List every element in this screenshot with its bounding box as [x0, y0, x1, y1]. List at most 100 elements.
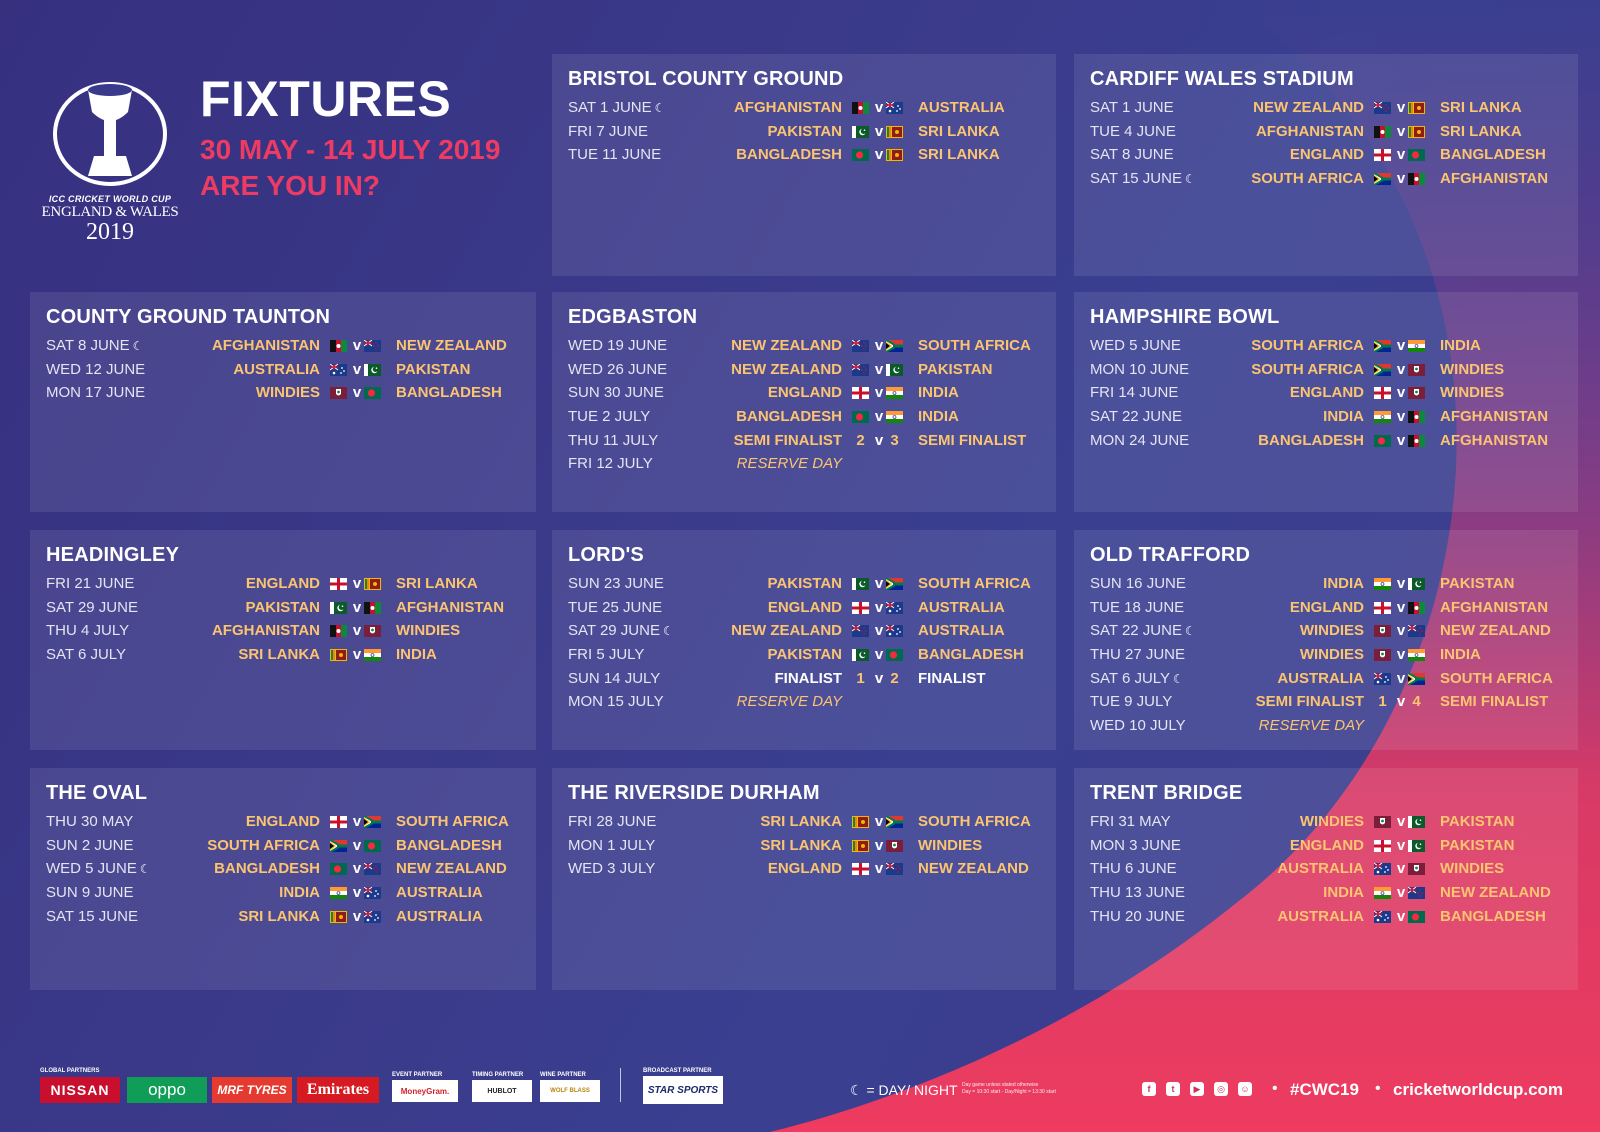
away-team: SRI LANKA: [918, 146, 1000, 164]
versus-label: v: [1396, 836, 1406, 854]
venue-name: COUNTY GROUND TAUNTON: [46, 306, 331, 328]
fixture-date: WED 5 JUNE: [1090, 337, 1181, 354]
fixture-date: MON 15 JULY: [568, 693, 664, 710]
new-zealand-flag-icon: [1407, 886, 1425, 900]
bangladesh-flag-icon: [364, 839, 381, 852]
home-team: ENGLAND: [767, 384, 842, 402]
versus-label: v: [874, 337, 884, 354]
south-africa-flag-icon: [885, 577, 903, 591]
moneygram-logo: MoneyGram.: [392, 1080, 458, 1102]
fixture-row: MON 3 JUNE ENGLAND v PAKISTAN: [1090, 835, 1578, 859]
versus-label: v: [1396, 99, 1406, 116]
versus-label: v: [874, 598, 884, 616]
facebook-icon[interactable]: f: [1142, 1082, 1156, 1096]
oppo-logo: oppo: [127, 1077, 207, 1103]
away-team: WINDIES: [1440, 384, 1505, 402]
pakistan-flag-icon: [1408, 577, 1425, 590]
home-team: ENGLAND: [1289, 146, 1364, 164]
trophy-icon: [53, 82, 167, 186]
sri-lanka-flag-icon: [852, 839, 869, 852]
south-africa-flag-icon: [1407, 671, 1425, 686]
fixture-date-text: SAT 8 JUNE: [46, 337, 130, 354]
home-team: NEW ZEALAND: [731, 337, 842, 354]
fixture-row: MON 17 JUNE WINDIES v BANGLADESH: [46, 382, 536, 406]
home-team: NEW ZEALAND: [731, 360, 842, 378]
away-team: BANGLADESH: [396, 836, 502, 854]
logo-line-1: ICC CRICKET WORLD CUP: [48, 194, 172, 204]
versus-label: v: [352, 813, 362, 830]
hashtag[interactable]: #CWC19: [1290, 1080, 1359, 1099]
logo-line-3: 2019: [86, 219, 134, 245]
fixture-date: SAT 22 JUNE ☾: [1090, 622, 1196, 639]
away-team: AUSTRALIA: [918, 622, 1005, 640]
away-team: AFGHANISTAN: [1440, 598, 1549, 616]
youtube-icon[interactable]: ▶: [1190, 1082, 1204, 1096]
fixture-row: TUE 9 JULY SEMI FINALIST 1 v 4 SEMI FINALIST: [1090, 691, 1578, 715]
home-team: FINALIST: [774, 669, 843, 687]
new-zealand-flag-icon: [851, 339, 869, 352]
fixture-date: SAT 22 JUNE: [1090, 408, 1182, 425]
south-africa-flag-icon: [885, 815, 903, 829]
home-team: WINDIES: [1299, 813, 1364, 830]
timing-partner-label: TIMING PARTNER: [472, 1072, 524, 1078]
day-night-note-line-1: Day game unless stated otherwise: [962, 1082, 1039, 1088]
versus-label: v: [1396, 575, 1406, 592]
home-team: ENGLAND: [245, 575, 320, 592]
away-team: WINDIES: [918, 836, 983, 854]
fixture-date-text: WED 26 JUNE: [568, 360, 668, 378]
england-flag-icon: [852, 862, 869, 876]
fixture-date-text: WED 5 JUNE: [46, 860, 137, 878]
fixture-row: MON 1 JULY SRI LANKA v WINDIES: [568, 835, 1056, 859]
home-team: BANGLADESH: [736, 146, 842, 164]
fixture-date: FRI 31 MAY: [1090, 813, 1171, 830]
fixture-date: FRI 14 JUNE: [1090, 384, 1178, 401]
fixture-row: MON 15 JULY RESERVE DAY: [568, 691, 1056, 715]
reserve-day-label: RESERVE DAY: [736, 455, 842, 473]
moon-icon: ☾: [662, 624, 674, 639]
home-team: SRI LANKA: [760, 836, 842, 854]
fixture-row: WED 12 JUNE AUSTRALIA v PAKISTAN: [46, 359, 536, 383]
away-seed: 2: [890, 669, 899, 687]
versus-label: v: [874, 408, 884, 426]
versus-label: v: [1396, 622, 1406, 640]
versus-label: v: [874, 122, 884, 140]
versus-label: v: [1396, 813, 1406, 830]
footer: GLOBAL PARTNERS NISSAN oppo MRF TYRES Em…: [0, 1060, 1600, 1132]
home-team: BANGLADESH: [1258, 431, 1364, 449]
fixture-row: FRI 28 JUNE SRI LANKA v SOUTH AFRICA: [568, 811, 1056, 835]
page-subtitle: 30 MAY - 14 JULY 2019 ARE YOU IN?: [200, 132, 500, 204]
fixture-date-text: MON 17 JUNE: [46, 384, 146, 402]
australia-flag-icon: [329, 363, 347, 376]
versus-label: v: [1396, 669, 1406, 687]
home-team: AUSTRALIA: [1277, 907, 1364, 925]
home-team: SEMI FINALIST: [1255, 693, 1364, 711]
separator-dot: •: [1272, 1080, 1278, 1097]
versus-label: v: [352, 884, 362, 902]
australia-flag-icon: [1373, 910, 1391, 923]
home-team: ENGLAND: [1289, 836, 1364, 854]
away-team: BANGLADESH: [396, 384, 502, 402]
versus-label: v: [874, 384, 884, 402]
website-link[interactable]: cricketworldcup.com: [1393, 1080, 1564, 1099]
sri-lanka-flag-icon: [1408, 125, 1425, 138]
fixture-row: THU 13 JUNE INDIA v NEW ZEALAND: [1090, 882, 1578, 906]
england-flag-icon: [1374, 386, 1391, 400]
tournament-dates: 30 MAY - 14 JULY 2019: [200, 134, 501, 165]
instagram-icon[interactable]: ◎: [1214, 1082, 1228, 1096]
fixture-row: FRI 5 JULY PAKISTAN v BANGLADESH: [568, 644, 1056, 668]
fixture-date: FRI 7 JUNE: [568, 123, 648, 140]
fixture-date: THU 11 JULY: [568, 432, 658, 449]
fixture-row: THU 30 MAY ENGLAND v SOUTH AFRICA: [46, 811, 536, 835]
home-team: INDIA: [279, 884, 320, 902]
snapchat-icon[interactable]: ☺: [1238, 1082, 1252, 1096]
bangladesh-flag-icon: [330, 862, 347, 876]
away-team: BANGLADESH: [1440, 146, 1546, 164]
india-flag-icon: [330, 886, 347, 900]
fixture-row: SUN 2 JUNE SOUTH AFRICA v BANGLADESH: [46, 835, 536, 859]
windies-flag-icon: [1408, 363, 1425, 376]
twitter-icon[interactable]: t: [1166, 1082, 1180, 1096]
fixture-date: WED 12 JUNE: [46, 361, 145, 378]
away-team: SRI LANKA: [918, 122, 1000, 140]
versus-label: v: [352, 907, 362, 925]
fixture-date-text: FRI 7 JUNE: [568, 122, 649, 140]
